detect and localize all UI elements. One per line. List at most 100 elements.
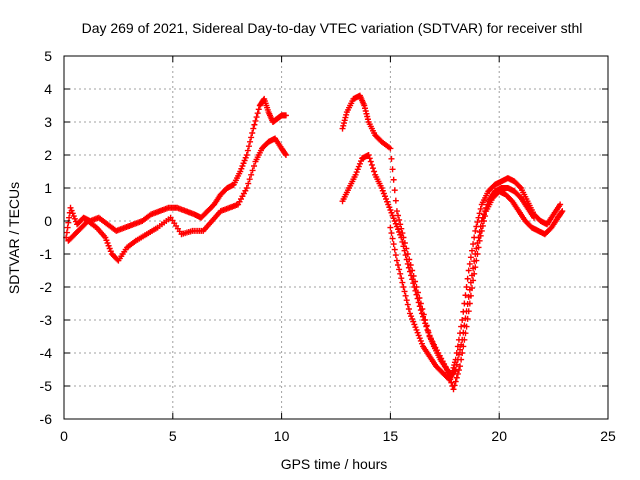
data-point [388, 155, 395, 162]
data-point [426, 332, 433, 339]
data-point [466, 260, 473, 267]
data-point [406, 268, 413, 275]
data-point [254, 110, 261, 117]
data-point [445, 369, 452, 376]
data-point [387, 224, 394, 231]
data-point [381, 193, 388, 200]
data-point [390, 241, 397, 248]
series-sat-band-5 [387, 185, 538, 383]
data-point [400, 243, 407, 250]
data-point [403, 256, 410, 263]
data-point [454, 343, 461, 350]
data-point [369, 165, 376, 172]
x-axis-label: GPS time / hours [281, 456, 388, 472]
series-sat-band-3 [339, 92, 564, 380]
data-point [425, 329, 432, 336]
data-point [428, 337, 435, 344]
data-point [405, 264, 412, 271]
axis-ticks: 0 5 10 15 20 25 -6 -5 -4 -3 -2 -1 0 1 2 3 4 5 [40, 48, 616, 444]
data-point [516, 183, 523, 190]
data-point [392, 252, 399, 259]
data-point [470, 265, 477, 272]
data-point [429, 340, 436, 347]
data-point [244, 147, 251, 154]
data-point [396, 216, 403, 223]
plot-frame [63, 55, 609, 420]
data-point [416, 303, 423, 310]
data-point [448, 379, 455, 386]
data-point [482, 208, 489, 215]
data-point [397, 270, 404, 277]
data-point [70, 213, 77, 220]
data-point [362, 108, 369, 114]
data-point [67, 204, 74, 211]
data-point [413, 326, 420, 333]
chart-title: Day 269 of 2021, Sidereal Day-to-day VTE… [82, 20, 583, 36]
data-point [421, 317, 428, 323]
data-point [401, 288, 408, 295]
data-point [416, 335, 423, 342]
data-point [251, 163, 258, 169]
data-point [392, 197, 399, 204]
data-point [458, 323, 465, 330]
data-point [450, 386, 457, 393]
data-point [68, 207, 75, 214]
data-point [409, 276, 416, 283]
data-point [467, 279, 474, 286]
data-point [395, 226, 402, 233]
data-point [405, 306, 412, 312]
y-tick-label: -6 [40, 411, 53, 427]
data-point [467, 254, 474, 261]
data-point [427, 335, 434, 342]
data-point [422, 320, 429, 327]
data-point [248, 134, 255, 141]
data-point [393, 208, 400, 215]
data-point [353, 169, 360, 176]
data-point [391, 218, 398, 224]
x-tick-label: 20 [491, 428, 507, 444]
data-point [455, 351, 462, 358]
data-point [411, 284, 418, 290]
data-point [390, 215, 397, 222]
data-point [104, 240, 111, 246]
data-point [242, 154, 249, 161]
data-point [355, 163, 362, 170]
data-point [415, 299, 422, 306]
data-point [352, 171, 359, 178]
data-point [364, 113, 371, 120]
data-point [239, 163, 246, 169]
data-point [458, 341, 465, 348]
data-point [402, 252, 409, 259]
data-point [389, 166, 396, 173]
data-point [459, 336, 466, 343]
data-point [249, 167, 256, 174]
data-point [390, 176, 397, 183]
data-point [249, 130, 256, 136]
data-point [464, 275, 471, 282]
data-point [282, 150, 289, 157]
data-point [457, 363, 464, 370]
data-point [557, 201, 564, 208]
data-point [237, 168, 244, 175]
data-point [251, 121, 258, 128]
data-point [379, 187, 386, 194]
data-point [408, 313, 415, 320]
data-point [389, 235, 396, 242]
data-point [457, 346, 464, 353]
data-point [365, 152, 372, 158]
data-point [245, 180, 252, 187]
data-point [443, 366, 450, 373]
y-tick-label: -4 [40, 345, 53, 361]
data-point [461, 322, 468, 329]
x-tick-label: 25 [600, 428, 616, 444]
data-point [414, 329, 421, 336]
data-point [471, 258, 478, 265]
data-point [408, 272, 415, 279]
data-point [71, 215, 78, 222]
x-tick-label: 0 [60, 428, 68, 444]
series-sat-band-2 [65, 135, 289, 264]
data-point [409, 315, 416, 322]
data-point [417, 307, 424, 314]
data-point [398, 275, 405, 282]
data-point [246, 176, 253, 183]
